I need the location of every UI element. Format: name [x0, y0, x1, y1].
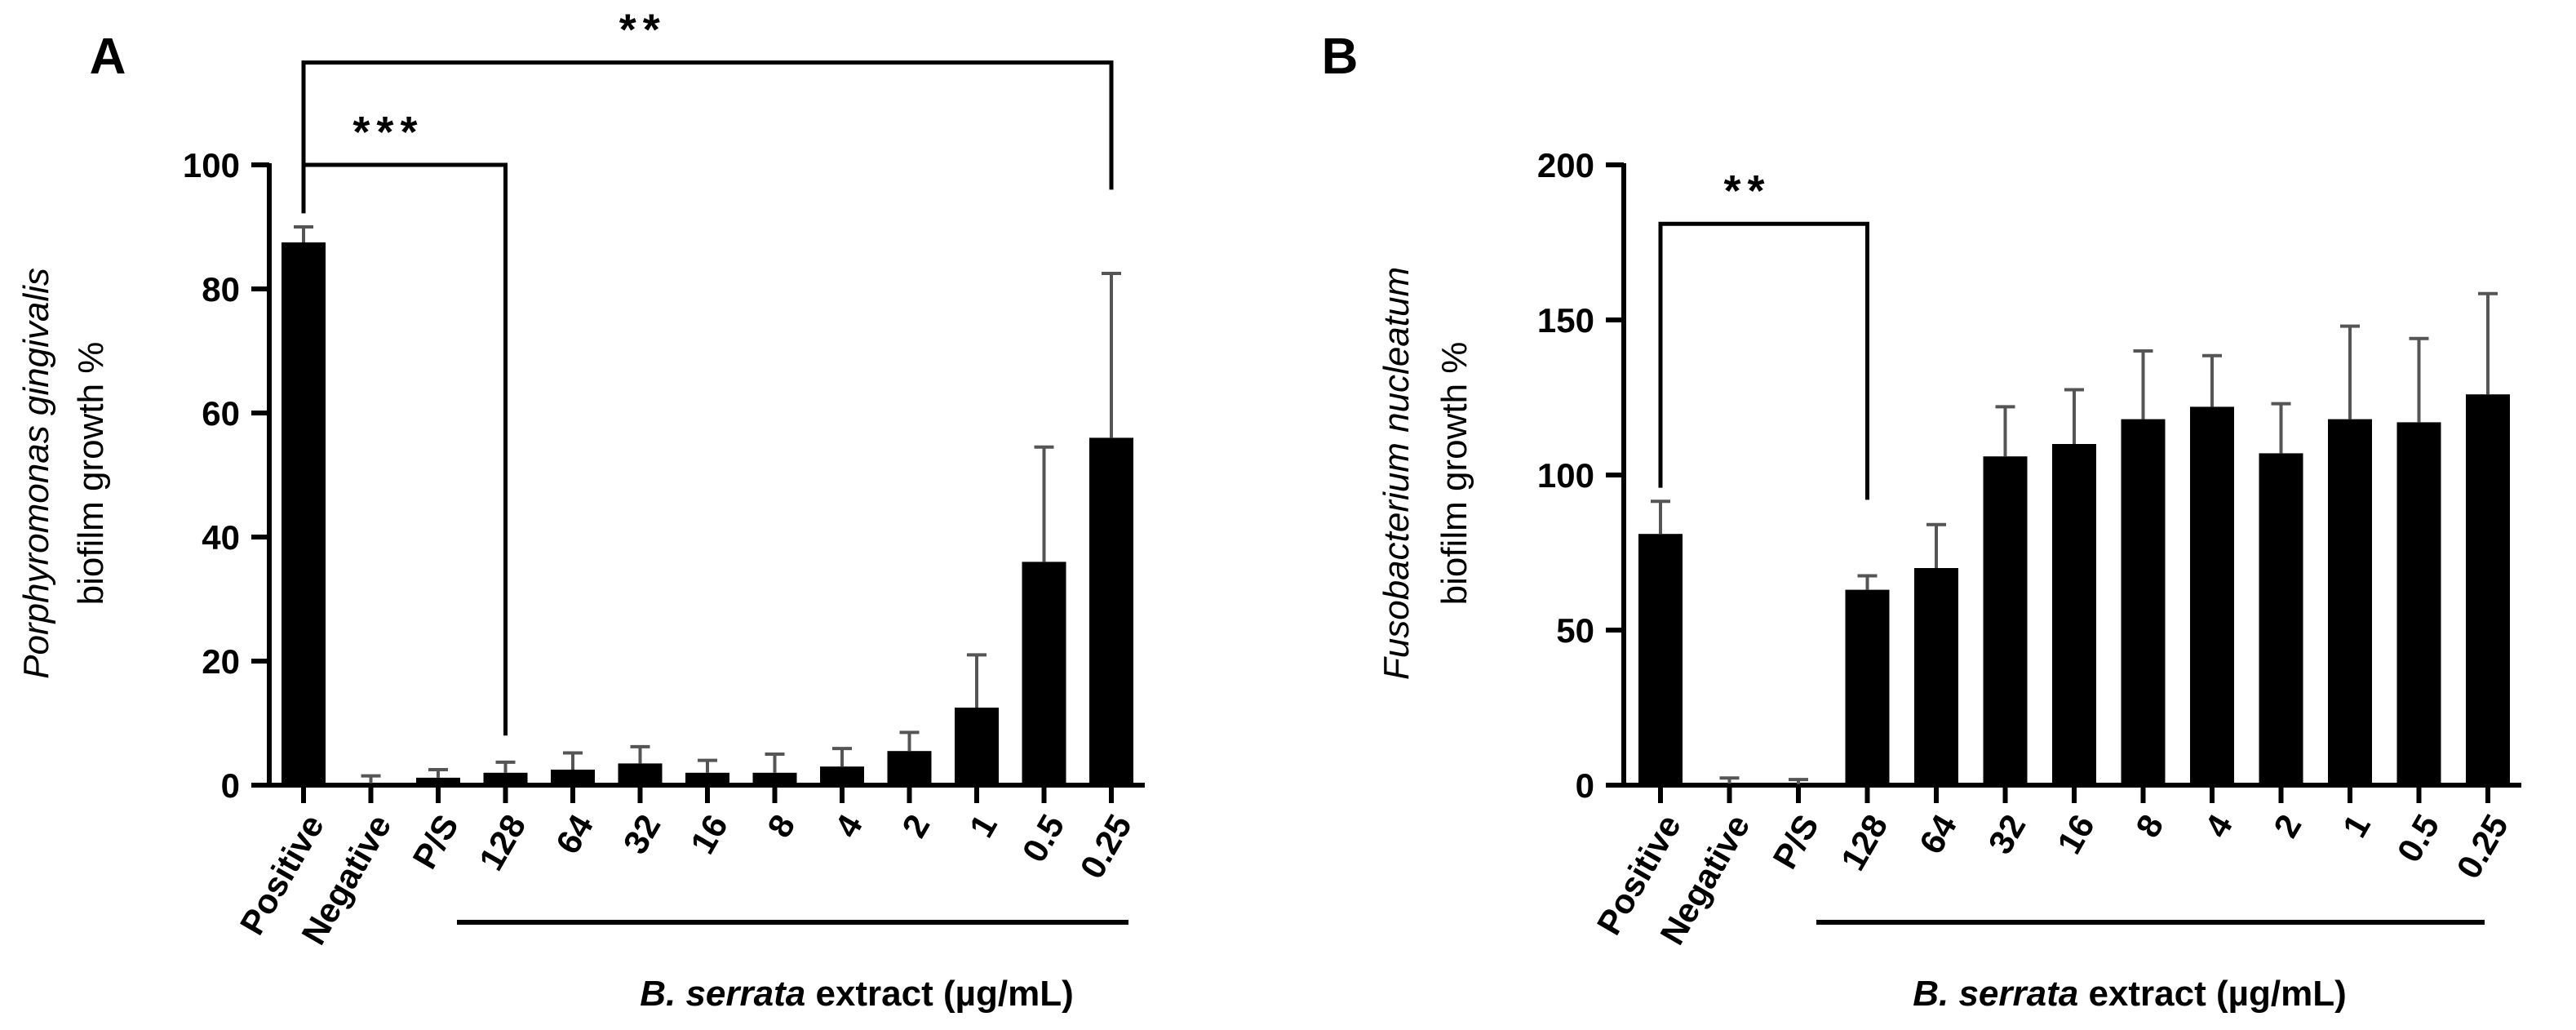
- x-tick-label: 16: [2050, 808, 2102, 860]
- y-tick-label: 100: [1537, 456, 1594, 495]
- bar: [2328, 419, 2372, 785]
- x-tick-label: 16: [683, 808, 735, 860]
- y-axis-label-measure: biofilm growth %: [71, 342, 111, 606]
- y-axis-label-species: Porphyromonas gingivalis: [16, 268, 56, 679]
- bar: [1638, 534, 1683, 785]
- y-axis-label-measure: biofilm growth %: [1434, 342, 1474, 606]
- bar: [282, 242, 326, 785]
- significance-bracket: [1658, 221, 1869, 500]
- bar: [1914, 568, 1958, 785]
- bar: [2466, 394, 2510, 785]
- x-tick-label: 2: [2266, 808, 2308, 844]
- x-axis-label-species: B. serrata: [640, 974, 805, 1014]
- bar: [483, 772, 528, 785]
- x-axis-label-species: B. serrata: [1913, 974, 2078, 1014]
- x-tick-label: 1: [962, 808, 1004, 844]
- significance-stars: **: [1723, 166, 1771, 215]
- bar: [685, 772, 729, 785]
- x-tick-label: 64: [548, 807, 601, 860]
- bar: [618, 763, 663, 785]
- x-tick-label: P/S: [1765, 808, 1826, 875]
- x-tick-label: 4: [2197, 807, 2241, 843]
- bar: [887, 751, 932, 785]
- y-tick-label: 0: [1576, 766, 1594, 805]
- bar: [2259, 453, 2303, 785]
- y-tick-label: 100: [183, 146, 240, 184]
- bar: [416, 777, 460, 785]
- panel-a-chart: A 0 20 40 60 80 100 Porphyromonas gingivalis bio…: [16, 6, 1145, 1014]
- x-tick-label: 8: [2128, 808, 2170, 844]
- significance-stars: ***: [352, 108, 423, 157]
- y-tick-label: 40: [202, 518, 240, 557]
- significance-stars: **: [619, 6, 667, 55]
- y-axis-label-species: Fusobacterium nucleatum: [1377, 267, 1417, 680]
- y-tick-label: 80: [202, 270, 240, 309]
- x-tick-label: 0.5: [1015, 808, 1072, 868]
- y-tick-label: 50: [1556, 611, 1594, 650]
- significance-bracket: [301, 162, 508, 736]
- x-tick-label: 64: [1912, 807, 1964, 860]
- x-tick-label: 32: [1980, 808, 2033, 860]
- x-axis-label-unit: extract (µg/mL): [805, 974, 1074, 1014]
- x-axis-label-unit: extract (µg/mL): [2078, 974, 2347, 1014]
- bar: [551, 770, 595, 785]
- x-tick-label: 4: [827, 807, 871, 843]
- significance-bracket: [301, 60, 1114, 214]
- y-tick-label: 20: [202, 642, 240, 681]
- x-axis-label: B. serrata extract (µg/mL): [640, 974, 1074, 1014]
- y-tick-label: 150: [1537, 301, 1594, 340]
- x-tick-label: 128: [1833, 808, 1895, 877]
- bar: [1089, 437, 1133, 785]
- x-tick-label: 8: [760, 808, 802, 844]
- bar: [2052, 444, 2096, 785]
- bar: [820, 766, 864, 785]
- x-tick-label: 2: [894, 808, 937, 844]
- x-tick-label: P/S: [405, 808, 466, 875]
- panel-b-chart: B 0 50 100 150 200 Fusobacterium nucleatum biof…: [1322, 29, 2521, 1014]
- bar: [1707, 784, 1752, 785]
- x-tick-label: 32: [615, 808, 667, 860]
- panel-label: A: [90, 29, 126, 85]
- x-tick-label: 0.25: [2449, 808, 2516, 885]
- y-tick-label: 60: [202, 394, 240, 433]
- x-tick-label: 1: [2335, 808, 2378, 844]
- bar: [2396, 422, 2441, 785]
- bar: [2190, 406, 2234, 785]
- bar: [1776, 784, 1820, 785]
- panel-label: B: [1322, 29, 1359, 85]
- x-tick-label: 0.5: [2390, 808, 2447, 868]
- y-tick-label: 200: [1537, 146, 1594, 184]
- bar: [1022, 562, 1066, 785]
- bar: [2121, 419, 2166, 785]
- x-tick-label: 0.25: [1072, 808, 1139, 885]
- x-tick-label: 128: [472, 808, 534, 877]
- y-tick-label: 0: [221, 766, 240, 805]
- bar: [1845, 589, 1890, 785]
- bar: [348, 783, 393, 785]
- bar: [1983, 456, 2028, 785]
- bar: [752, 772, 797, 785]
- x-axis-label: B. serrata extract (µg/mL): [1913, 974, 2347, 1014]
- bar: [955, 708, 999, 785]
